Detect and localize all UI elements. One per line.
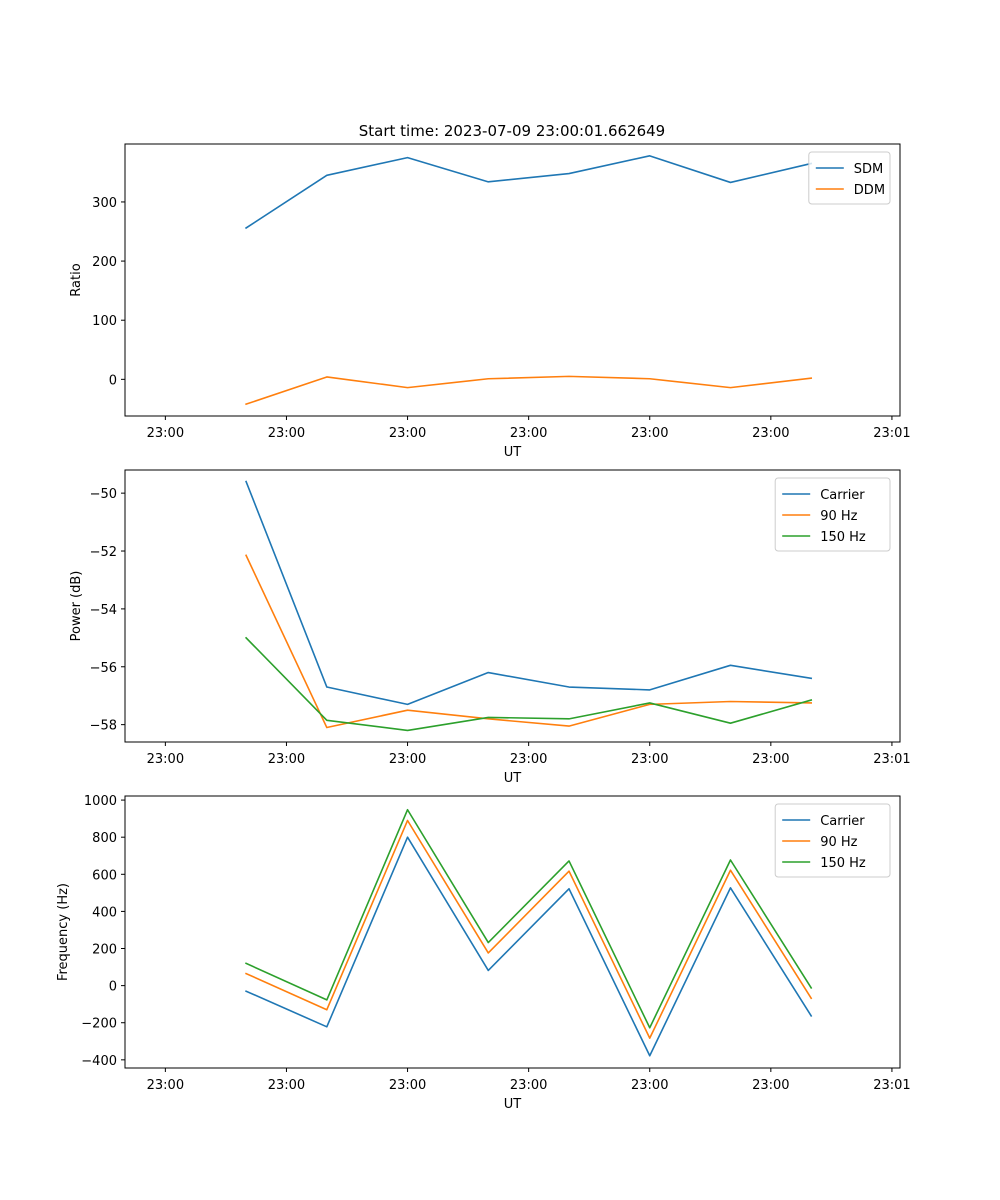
frequency-axes-frame [124,795,901,1069]
frequency-y-tick-label: −200 [81,1017,117,1032]
power-axes-frame [124,469,901,743]
power-legend-label: 90 Hz [820,509,857,524]
frequency-x-axis-label: UT [504,1097,522,1112]
frequency-x-tick-label: 23:00 [268,1078,305,1093]
power-series-150-hz-line [244,636,813,732]
power-chart: 23:00 23:00 23:00 23:00 23:00 23:00 23:01 −58 −5… [69,469,911,786]
frequency-x-tick-label: 23:01 [873,1078,910,1093]
ratio-series-sdm-line [244,155,813,230]
frequency-x-tick-label: 23:00 [752,1078,789,1093]
figure-title: Start time: 2023-07-09 23:00:01.662649 [359,122,665,140]
frequency-y-tick-label: 1000 [84,794,117,809]
ratio-x-tick-label: 23:00 [389,426,426,441]
ratio-x-tick-label: 23:01 [873,426,910,441]
frequency-series-carrier-line [245,836,813,1057]
power-y-tick-label: −52 [90,545,117,560]
ratio-x-tick-label: 23:00 [510,426,547,441]
ratio-chart: 23:00 23:00 23:00 23:00 23:00 23:00 23:01 0 100 2… [69,143,911,460]
ratio-y-tick-label: 100 [92,314,117,329]
ratio-x-tick-label: 23:00 [631,426,668,441]
power-x-tick-label: 23:00 [631,752,668,767]
frequency-legend-box [774,803,891,878]
frequency-y-tick-label: 600 [92,868,117,883]
frequency-x-tick-label: 23:00 [147,1078,184,1093]
ratio-y-tick-label: 200 [92,255,117,270]
power-legend-label: Carrier [820,488,865,503]
frequency-y-tick-label: 800 [92,831,117,846]
ratio-x-tick-label: 23:00 [147,426,184,441]
frequency-series-150-hz-line [245,808,813,1029]
power-legend: Carrier 90 Hz 150 Hz [774,477,891,552]
power-y-tick-label: −54 [90,603,117,618]
ratio-x-tick-label: 23:00 [752,426,789,441]
frequency-y-tick-label: −400 [81,1054,117,1069]
frequency-legend: Carrier 90 Hz 150 Hz [774,803,891,878]
power-x-tick-label: 23:00 [147,752,184,767]
frequency-legend-label: 150 Hz [820,856,866,871]
ratio-y-tick-label: 0 [109,373,117,388]
ratio-legend-box [808,151,891,205]
power-x-tick-label: 23:00 [268,752,305,767]
power-series-carrier-line [245,480,813,706]
frequency-x-tick-label: 23:00 [631,1078,668,1093]
ratio-legend-label: DDM [854,183,885,198]
power-legend-box [774,477,891,552]
ratio-x-axis-label: UT [504,445,522,460]
frequency-x-tick-label: 23:00 [510,1078,547,1093]
frequency-legend-label: Carrier [820,814,865,829]
frequency-y-tick-label: 200 [92,943,117,958]
power-y-tick-label: −56 [90,661,117,676]
frequency-x-tick-label: 23:00 [389,1078,426,1093]
power-legend-label: 150 Hz [820,530,866,545]
power-y-axis-label: Power (dB) [69,571,84,642]
power-series-90-hz-line [245,554,813,729]
frequency-legend-label: 90 Hz [820,835,857,850]
ratio-y-axis-label: Ratio [69,263,84,296]
frequency-series-90-hz-line [245,819,813,1039]
power-x-tick-label: 23:01 [873,752,910,767]
power-x-axis-label: UT [504,771,522,786]
power-x-tick-label: 23:00 [752,752,789,767]
frequency-chart: 23:00 23:00 23:00 23:00 23:00 23:00 23:01 −400 −… [56,794,911,1112]
power-x-tick-label: 23:00 [389,752,426,767]
ratio-legend-label: SDM [854,162,883,177]
frequency-y-tick-label: 400 [92,905,117,920]
ratio-axes-frame [124,143,901,417]
frequency-y-axis-label: Frequency (Hz) [56,883,71,981]
ratio-series-ddm-line [245,375,813,406]
frequency-y-tick-label: 0 [109,980,117,995]
ratio-y-tick-label: 300 [92,196,117,211]
power-x-tick-label: 23:00 [510,752,547,767]
ratio-legend: SDM DDM [808,151,891,205]
ratio-x-tick-label: 23:00 [268,426,305,441]
power-y-tick-label: −58 [90,719,117,734]
power-y-tick-label: −50 [90,487,117,502]
